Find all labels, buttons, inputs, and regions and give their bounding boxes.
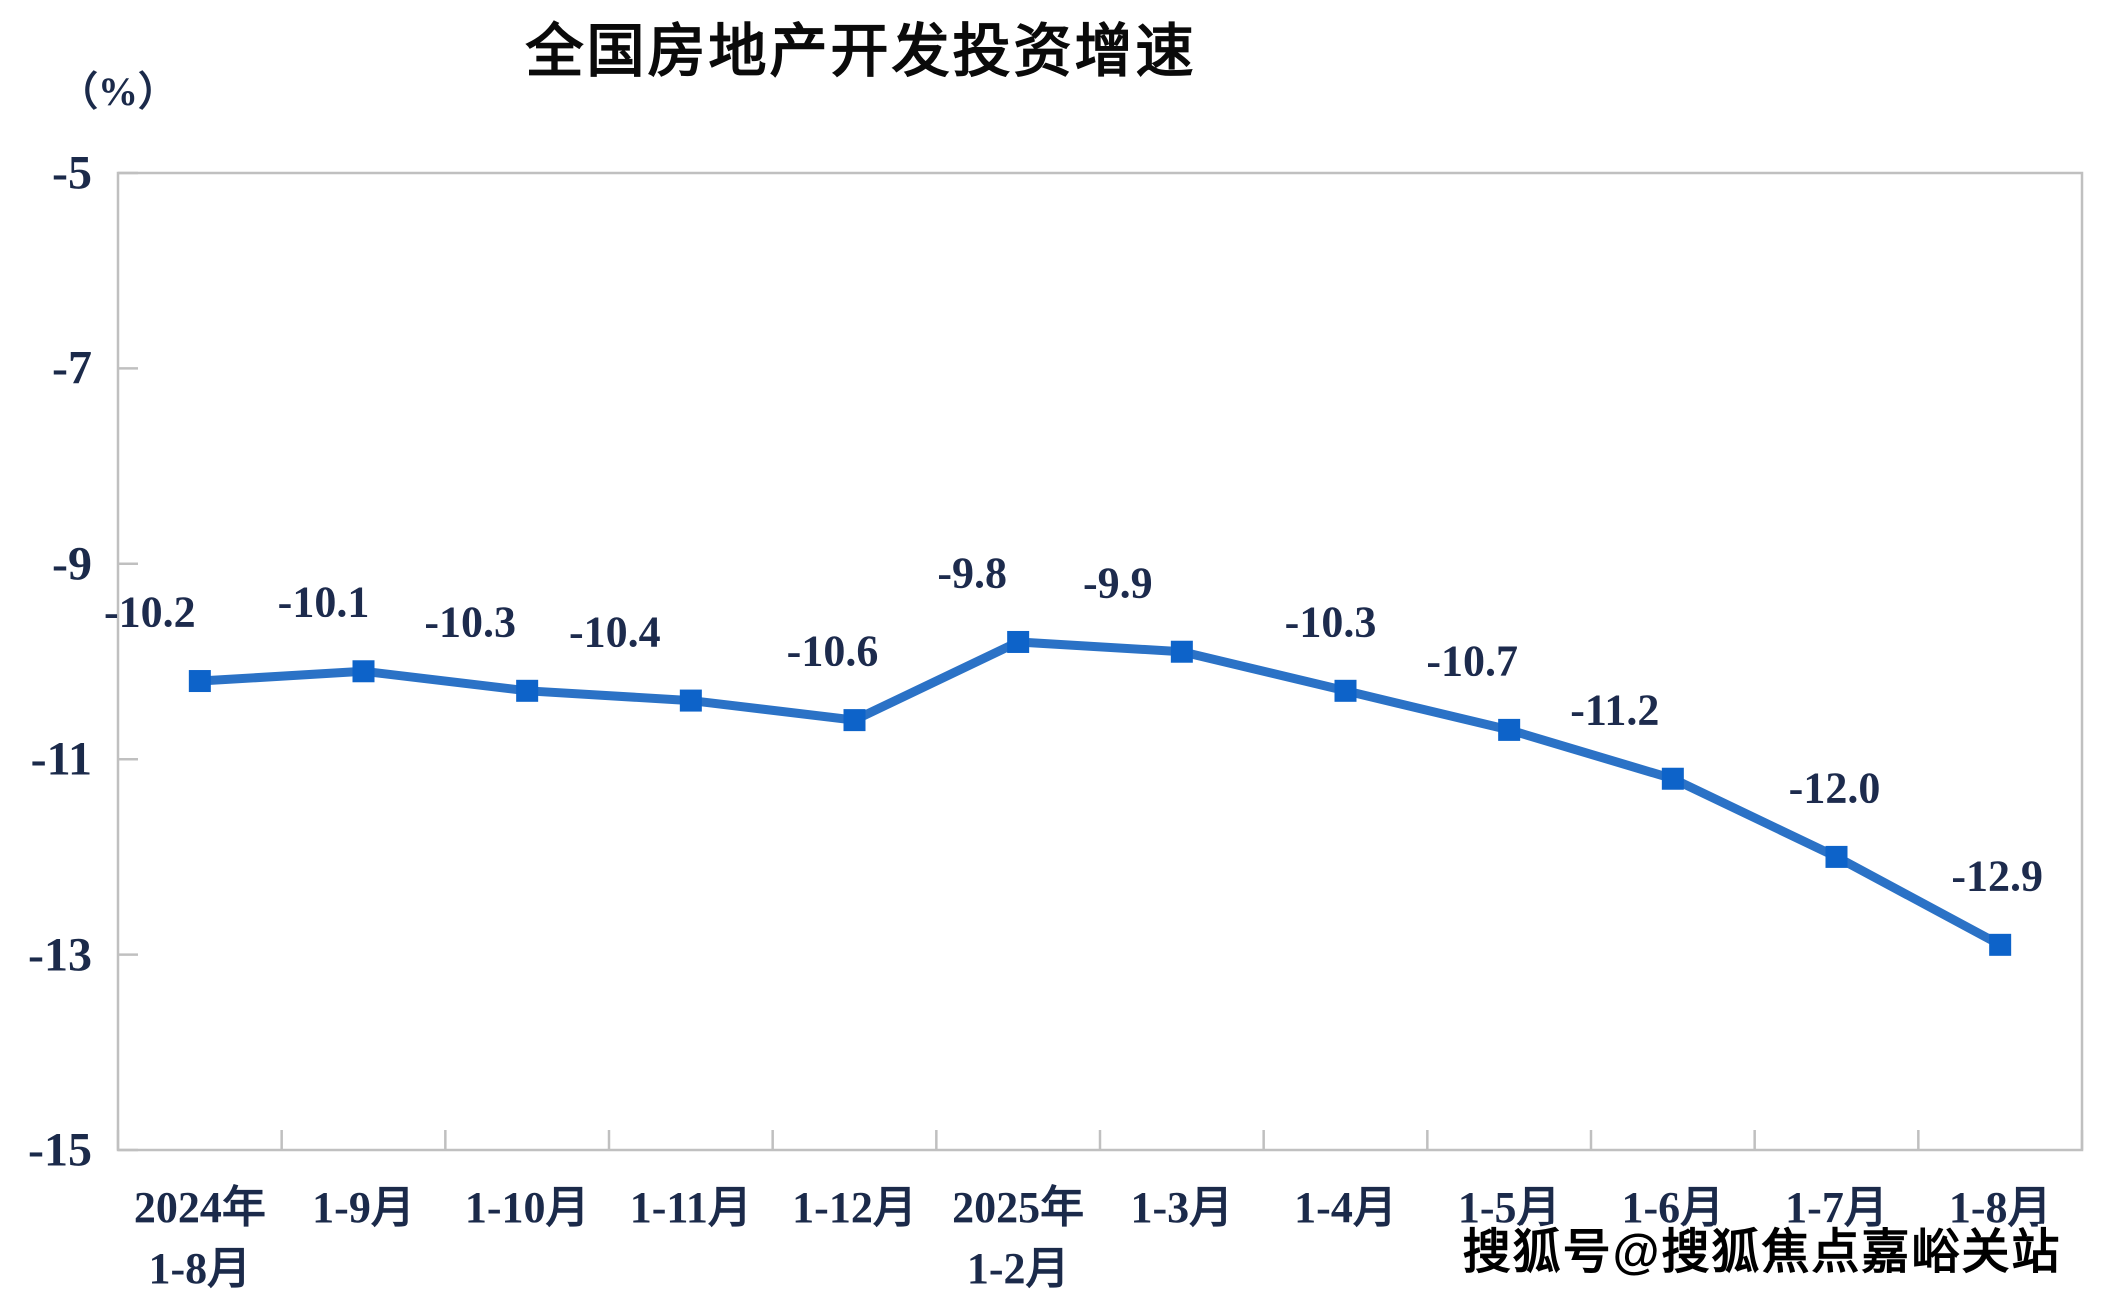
x-axis-category-label: 1-8月 [1949, 1178, 2052, 1239]
x-axis-label-line: 2025年 [952, 1183, 1085, 1232]
x-axis-category-label: 1-7月 [1785, 1178, 1888, 1239]
data-point-marker [1661, 767, 1684, 790]
watermark: 搜狐号@搜狐焦点嘉峪关站 [1462, 1226, 2062, 1279]
x-axis-category-label: 1-3月 [1131, 1178, 1234, 1239]
x-axis-label-line: 1-3月 [1130, 1183, 1234, 1232]
x-axis-label-line: 1-10月 [464, 1183, 590, 1232]
x-axis-category-label: 1-12月 [792, 1178, 917, 1239]
data-point-label: -10.4 [569, 607, 661, 657]
data-point-marker [1989, 933, 2012, 956]
data-point-label: -10.3 [1284, 597, 1377, 647]
plot-border [116, 171, 2084, 1152]
x-axis-label-line: 1-2月 [966, 1243, 1070, 1293]
data-point-label: -12.0 [1788, 763, 1881, 813]
data-point-marker [679, 689, 702, 712]
data-point-marker [1334, 679, 1357, 702]
y-axis-tick-label: -13 [28, 928, 92, 982]
y-axis-tick-label: -11 [30, 732, 92, 786]
x-axis-category-label: 1-11月 [630, 1178, 752, 1239]
x-axis-label-line: 1-12月 [792, 1183, 917, 1232]
x-axis-label-line: 1-4月 [1294, 1183, 1397, 1232]
data-point-label: -9.9 [1083, 558, 1153, 608]
x-axis-category-label: 1-10月 [465, 1178, 590, 1239]
data-point-label: -12.9 [1951, 851, 2043, 901]
x-axis-label-line: 1-8月 [148, 1243, 252, 1293]
data-point-label: -10.2 [104, 587, 196, 637]
data-point-marker [1498, 718, 1521, 741]
chart-title: 全国房地产开发投资增速 [525, 19, 1197, 84]
x-axis-label-line: 1-7月 [1785, 1183, 1888, 1232]
x-axis-category-label: 2024年 1-8月 [134, 1178, 266, 1294]
data-point-label: -10.6 [786, 626, 879, 676]
data-point-label: -10.7 [1426, 636, 1518, 686]
y-axis-tick-label: -7 [52, 341, 92, 395]
data-point-marker [843, 709, 866, 732]
x-axis-label-line: 1-6月 [1621, 1183, 1725, 1232]
y-axis-unit-label: （%） [58, 69, 178, 114]
x-axis-category-label: 1-9月 [312, 1178, 415, 1239]
x-axis-label-line: 1-11月 [629, 1183, 752, 1232]
data-point-marker [1007, 630, 1030, 653]
x-axis-category-label: 1-5月 [1458, 1178, 1561, 1239]
data-point-label: -11.2 [1570, 685, 1660, 735]
data-point-label: -10.1 [277, 577, 370, 627]
data-point-marker [188, 670, 211, 693]
data-point-marker [1825, 845, 1848, 868]
x-axis-label-line: 1-8月 [1948, 1183, 2052, 1232]
x-axis-category-label: 2025年 1-2月 [952, 1178, 1084, 1294]
x-axis-label-line: 1-9月 [312, 1183, 415, 1232]
data-point-marker [516, 679, 539, 702]
series-line [199, 637, 2003, 949]
y-axis-tick-label: -9 [52, 537, 92, 591]
data-point-label: -9.8 [937, 548, 1007, 598]
y-axis-tick-label: -15 [28, 1123, 92, 1177]
data-point-label: -10.3 [424, 597, 516, 647]
x-axis-category-label: 1-6月 [1622, 1178, 1725, 1239]
x-axis-category-label: 1-4月 [1294, 1178, 1397, 1239]
x-axis-label-line: 1-5月 [1457, 1183, 1561, 1232]
y-axis-tick-label: -5 [52, 146, 92, 200]
x-axis-label-line: 2024年 [133, 1183, 266, 1232]
data-point-marker [1170, 640, 1193, 663]
data-point-marker [352, 660, 375, 683]
